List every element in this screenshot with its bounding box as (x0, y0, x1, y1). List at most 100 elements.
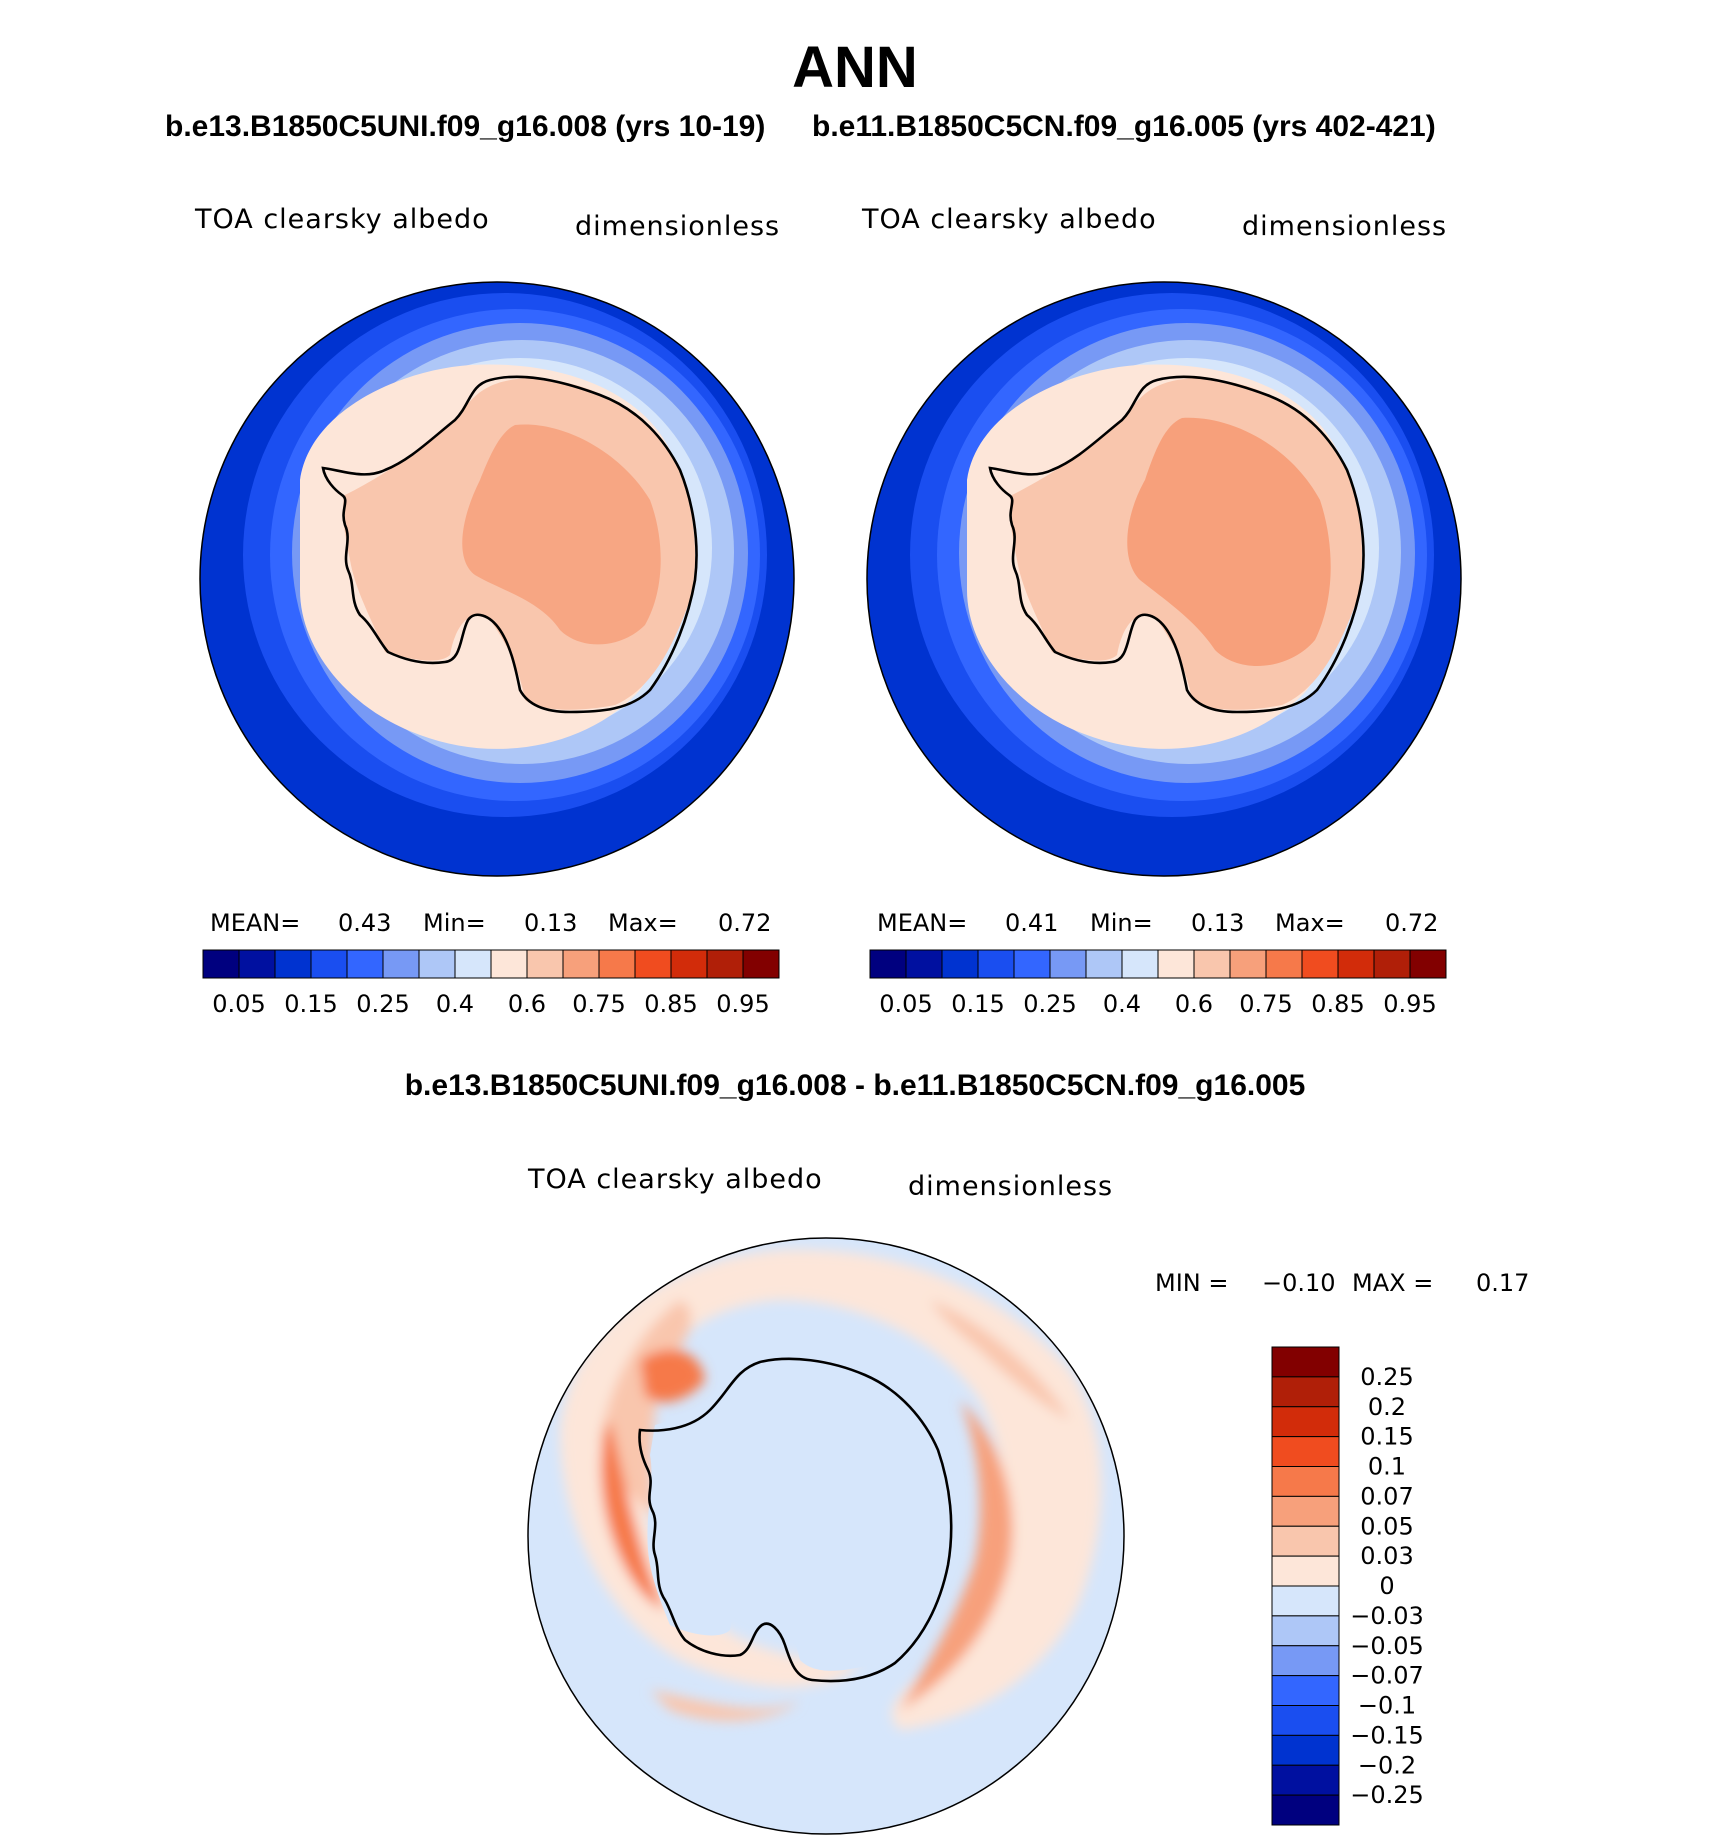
colorbar-swatch (454, 949, 492, 979)
colorbar-tick-label: 0.05 (879, 990, 932, 1018)
colorbar-swatch (418, 949, 456, 979)
map-continent-high (1127, 417, 1331, 667)
colorbar-swatch (742, 949, 780, 979)
colorbar-swatch (346, 949, 384, 979)
colorbar-tick-label: 0.05 (212, 990, 265, 1018)
colorbar-swatch (274, 949, 312, 979)
colorbar-tick-label: 0.15 (951, 990, 1004, 1018)
diff-case-title: b.e13.B1850C5UNI.f09_g16.008 - b.e11.B18… (404, 1069, 1306, 1102)
panel-1-map-border (199, 281, 795, 877)
panel-1-case-title: b.e13.B1850C5UNI.f09_g16.008 (yrs 10-19) (165, 110, 766, 143)
panel-1-mean-value: 0.43 (338, 909, 392, 937)
diff-map (528, 1238, 1124, 1834)
colorbar-swatch (490, 949, 528, 979)
colorbar-swatch (1271, 1436, 1340, 1467)
colorbar-tick-label: −0.25 (1350, 1781, 1424, 1809)
colorbar-tick-label: 0.07 (1360, 1482, 1413, 1510)
colorbar-swatch (1271, 1675, 1340, 1706)
colorbar-swatch (1271, 1406, 1340, 1438)
colorbar-swatch (1373, 949, 1411, 979)
colorbar-tick-label: 0.25 (1360, 1363, 1413, 1391)
colorbar-swatch (977, 949, 1015, 979)
diff-units-label: dimensionless (908, 1171, 1114, 1202)
colorbar-swatch (526, 949, 564, 979)
colorbar-swatch (1271, 1645, 1340, 1677)
colorbar-tick-label: −0.1 (1358, 1692, 1416, 1720)
map-positive-anomaly (650, 1690, 800, 1721)
panel-1-variable-label: TOA clearsky albedo (195, 204, 490, 235)
colorbar-tick-label: −0.15 (1350, 1721, 1424, 1749)
diff-variable-label: TOA clearsky albedo (528, 1164, 823, 1195)
panel-2-colorbar: 0.05 0.15 0.25 0.4 0.6 0.75 0.85 0.95 (869, 949, 1447, 1018)
colorbar-swatch (1271, 1734, 1340, 1766)
colorbar-swatch (238, 949, 276, 979)
panel-1-mean-label: MEAN= (210, 909, 301, 937)
panel-2-map-border (866, 281, 1462, 877)
map-positive-anomaly (640, 1349, 705, 1403)
colorbar-tick-label: 0.85 (644, 990, 697, 1018)
map-positive-anomaly (930, 1300, 1070, 1420)
colorbar-swatch (1271, 1466, 1340, 1497)
panel-2-units-label: dimensionless (1242, 211, 1448, 242)
diff-map-border (527, 1237, 1125, 1835)
colorbar-tick-label: 0.15 (284, 990, 337, 1018)
colorbar-tick-label: 0.6 (508, 990, 546, 1018)
map-positive-anomaly (900, 1400, 1013, 1710)
panel-2-max-label: Max= (1275, 909, 1345, 937)
colorbar-tick-label: 0.1 (1368, 1453, 1406, 1481)
panel-2-mean-label: MEAN= (877, 909, 968, 937)
colorbar-tick-label: 0.6 (1175, 990, 1213, 1018)
diff-colorbar: 0.250.20.150.10.070.050.030−0.03−0.05−0.… (1271, 1346, 1424, 1826)
colorbar-swatch (1157, 949, 1195, 979)
colorbar-tick-label: 0.4 (436, 990, 474, 1018)
colorbar-swatch (869, 949, 907, 979)
colorbar-swatch (670, 949, 708, 979)
colorbar-swatch (1271, 1615, 1340, 1647)
colorbar-tick-label: 0.15 (1360, 1423, 1413, 1451)
colorbar-swatch (1271, 1794, 1340, 1826)
colorbar-swatch (1271, 1376, 1340, 1408)
map-positive-anomaly (600, 1420, 665, 1610)
colorbar-tick-label: −0.07 (1350, 1662, 1424, 1690)
colorbar-swatch (941, 949, 979, 979)
panel-2-min-value: 0.13 (1191, 909, 1245, 937)
colorbar-swatch (1271, 1525, 1340, 1557)
colorbar-swatch (1271, 1764, 1340, 1796)
colorbar-swatch (598, 949, 636, 979)
colorbar-swatch (1049, 949, 1087, 979)
diff-max-label: MAX = (1352, 1269, 1434, 1297)
colorbar-swatch (1193, 949, 1231, 979)
map-coastline (638, 1357, 953, 1683)
colorbar-tick-label: 0.05 (1360, 1512, 1413, 1540)
figure-title: ANN (792, 35, 918, 100)
colorbar-swatch (1271, 1705, 1340, 1736)
colorbar-swatch (1121, 949, 1159, 979)
panel-1-units-label: dimensionless (575, 211, 781, 242)
colorbar-swatch (634, 949, 672, 979)
colorbar-swatch (202, 949, 240, 979)
panel-1-max-label: Max= (608, 909, 678, 937)
colorbar-swatch (562, 949, 600, 979)
colorbar-tick-label: 0.25 (1023, 990, 1076, 1018)
colorbar-tick-label: 0.95 (1383, 990, 1436, 1018)
panel-1-max-value: 0.72 (718, 909, 772, 937)
panel-1-colorbar: 0.05 0.15 0.25 0.4 0.6 0.75 0.85 0.95 (202, 949, 780, 1018)
colorbar-tick-label: −0.05 (1350, 1632, 1424, 1660)
colorbar-tick-label: −0.03 (1350, 1602, 1424, 1630)
colorbar-swatch (1271, 1585, 1340, 1617)
colorbar-swatch (1271, 1346, 1340, 1378)
colorbar-swatch (1409, 949, 1447, 979)
colorbar-swatch (905, 949, 943, 979)
colorbar-swatch (1301, 949, 1339, 979)
panel-2-mean-value: 0.41 (1005, 909, 1059, 937)
colorbar-tick-label: 0.25 (356, 990, 409, 1018)
map-continent-high (462, 424, 661, 645)
colorbar-swatch (1337, 949, 1375, 979)
panel-1-min-label: Min= (423, 909, 486, 937)
colorbar-tick-label: −0.2 (1358, 1751, 1416, 1779)
colorbar-tick-label: 0.75 (572, 990, 625, 1018)
colorbar-tick-label: 0.95 (716, 990, 769, 1018)
colorbar-swatch (310, 949, 348, 979)
colorbar-swatch (1271, 1495, 1340, 1527)
